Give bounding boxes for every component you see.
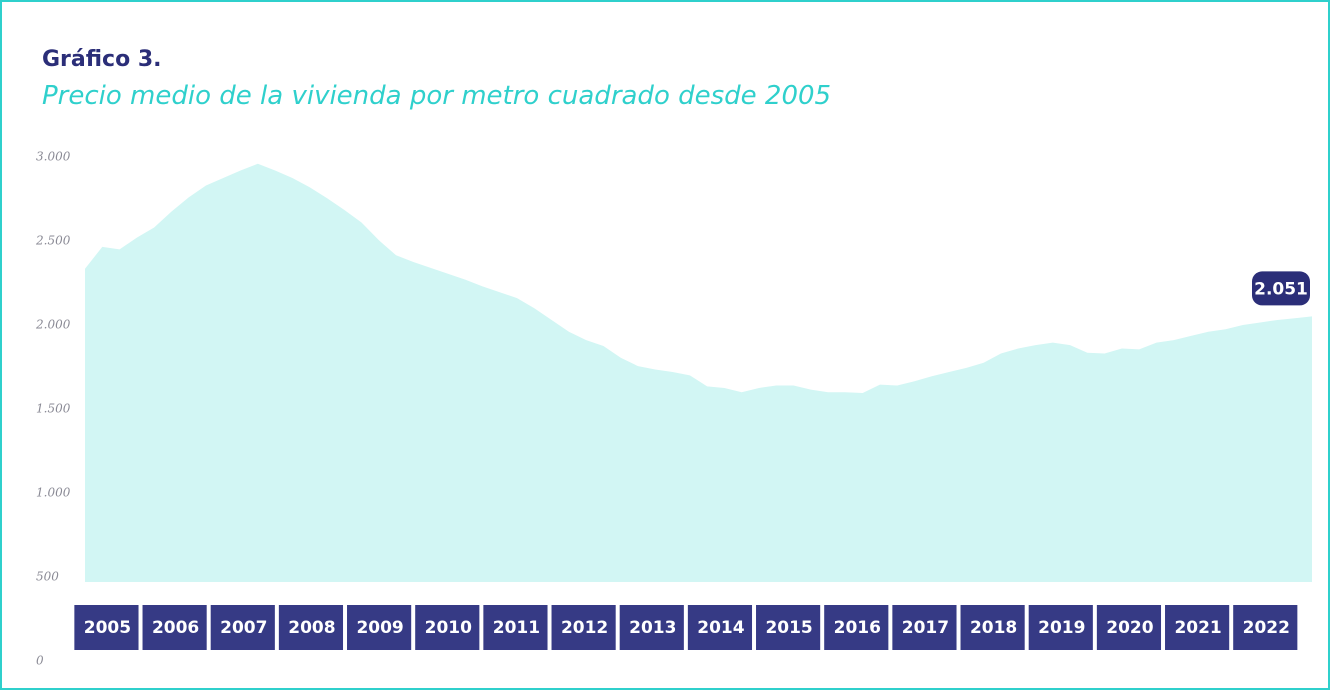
y-tick-label: 2.000 (35, 318, 71, 332)
year-box: 2006 (142, 605, 207, 650)
year-box: 2007 (210, 605, 275, 650)
year-box: 2018 (960, 605, 1025, 650)
x-tick-label: 2020 (1106, 618, 1153, 638)
y-tick-label: 3.000 (36, 150, 71, 164)
x-tick-label: 2010 (425, 618, 472, 638)
x-tick-label: 2018 (970, 618, 1017, 638)
value-label-bg (1252, 271, 1310, 306)
year-box: 2011 (483, 605, 548, 650)
x-tick-label: 2016 (834, 618, 881, 638)
year-box: 2020 (1096, 605, 1162, 650)
year-box: 2016 (824, 605, 889, 650)
year-box: 2012 (551, 605, 616, 650)
year-box-bg (142, 605, 207, 650)
x-tick-label: 2008 (288, 618, 335, 638)
y-tick-label: 1.500 (36, 402, 71, 416)
year-box-bg (551, 605, 616, 650)
x-tick-label: 2012 (561, 618, 608, 638)
year-box: 2009 (347, 605, 412, 650)
year-box-bg (619, 605, 684, 650)
year-box-bg (347, 605, 412, 650)
year-box-bg (892, 605, 957, 650)
year-box-bg (74, 605, 139, 650)
year-box-bg (1165, 605, 1230, 650)
value-label: 2.051 (1254, 279, 1308, 299)
year-box-bg (415, 605, 480, 650)
y-tick-label: 2.500 (35, 234, 71, 248)
x-tick-label: 2014 (697, 618, 744, 638)
year-box-bg (1233, 605, 1298, 650)
year-box-bg (960, 605, 1025, 650)
x-tick-label: 2017 (902, 618, 949, 638)
y-tick-label: 1.000 (36, 486, 71, 500)
x-tick-label: 2005 (84, 618, 131, 638)
year-box: 2015 (756, 605, 821, 650)
x-tick-label: 2007 (220, 618, 267, 638)
chart-title: Gráfico 3. (42, 47, 162, 72)
y-tick-label: 500 (36, 570, 59, 584)
chart-subtitle: Precio medio de la vivienda por metro cu… (42, 81, 831, 111)
x-tick-label: 2009 (356, 618, 403, 638)
x-tick-label: 2015 (765, 618, 812, 638)
x-tick-label: 2019 (1038, 618, 1085, 638)
y-tick-label: 0 (36, 654, 44, 668)
year-box: 2008 (278, 605, 344, 650)
year-box: 2017 (892, 605, 957, 650)
year-box: 2005 (74, 605, 139, 650)
year-box: 2013 (619, 605, 684, 650)
area (85, 163, 1312, 582)
year-box-bg (278, 605, 344, 650)
x-tick-label: 2006 (152, 618, 199, 638)
year-box: 2010 (415, 605, 480, 650)
year-box-bg (210, 605, 275, 650)
year-box: 2021 (1165, 605, 1230, 650)
year-box-bg (756, 605, 821, 650)
x-tick-label: 2021 (1174, 618, 1221, 638)
year-box: 2022 (1233, 605, 1298, 650)
year-box: 2014 (687, 605, 753, 650)
x-tick-label: 2013 (629, 618, 676, 638)
year-box-bg (687, 605, 753, 650)
year-box: 2019 (1028, 605, 1093, 650)
year-box-bg (824, 605, 889, 650)
year-box-bg (483, 605, 548, 650)
x-tick-label: 2022 (1243, 618, 1290, 638)
year-box-bg (1028, 605, 1093, 650)
x-tick-label: 2011 (493, 618, 540, 638)
year-box-bg (1096, 605, 1162, 650)
